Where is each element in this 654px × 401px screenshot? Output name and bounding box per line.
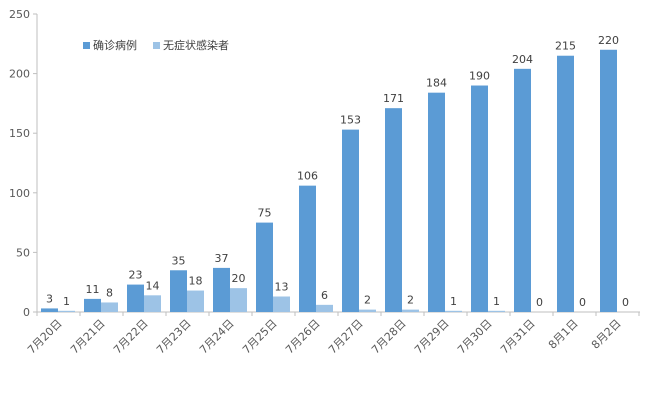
bar-confirmed xyxy=(127,284,144,312)
legend-label-asymptomatic: 无症状感染者 xyxy=(163,38,229,52)
x-tick-label: 7月20日 xyxy=(25,317,65,357)
x-tick-label: 7月27日 xyxy=(326,317,366,357)
bar-confirmed xyxy=(471,85,488,313)
bar-confirmed xyxy=(385,108,402,312)
bar-asymptomatic xyxy=(445,310,462,312)
data-label-confirmed: 23 xyxy=(129,269,143,282)
x-tick-label: 7月24日 xyxy=(197,317,237,357)
data-label-confirmed: 11 xyxy=(86,283,100,296)
x-tick-label: 8月2日 xyxy=(589,317,624,352)
x-tick-label: 7月23日 xyxy=(154,317,194,357)
bar-asymptomatic xyxy=(359,309,376,312)
data-label-asymptomatic: 2 xyxy=(364,294,371,307)
bar-confirmed xyxy=(342,129,359,312)
bar-asymptomatic xyxy=(101,302,118,312)
data-label-asymptomatic: 13 xyxy=(275,281,289,294)
legend: 确诊病例 无症状感染者 xyxy=(83,38,229,52)
x-tick-label: 7月26日 xyxy=(283,317,323,357)
bar-confirmed xyxy=(557,55,574,312)
y-tick-label: 50 xyxy=(16,246,30,259)
data-label-confirmed: 190 xyxy=(469,70,490,83)
x-tick-label: 7月25日 xyxy=(240,317,280,357)
y-tick-label: 200 xyxy=(9,68,30,81)
x-tick-label: 7月22日 xyxy=(111,317,151,357)
data-label-asymptomatic: 1 xyxy=(493,295,500,308)
data-label-asymptomatic: 8 xyxy=(106,286,113,299)
bar-asymptomatic xyxy=(402,309,419,312)
data-label-confirmed: 153 xyxy=(340,114,361,127)
data-label-asymptomatic: 18 xyxy=(189,275,203,288)
data-label-asymptomatic: 14 xyxy=(146,279,160,292)
bar-confirmed xyxy=(84,298,101,312)
bar-confirmed xyxy=(428,92,445,312)
bar-confirmed xyxy=(170,270,187,312)
y-tick-label: 0 xyxy=(23,306,30,319)
data-label-confirmed: 37 xyxy=(215,252,229,265)
bar-asymptomatic xyxy=(144,295,161,312)
data-label-asymptomatic: 1 xyxy=(450,295,457,308)
bar-confirmed xyxy=(213,267,230,312)
bar-asymptomatic xyxy=(187,290,204,312)
data-label-asymptomatic: 20 xyxy=(232,272,246,285)
bar-asymptomatic xyxy=(273,296,290,312)
data-label-asymptomatic: 2 xyxy=(407,294,414,307)
data-label-confirmed: 220 xyxy=(598,34,619,47)
data-label-asymptomatic: 0 xyxy=(622,296,629,309)
x-tick-label: 7月21日 xyxy=(68,317,108,357)
data-label-confirmed: 184 xyxy=(426,77,447,90)
data-label-asymptomatic: 6 xyxy=(321,289,328,302)
y-tick-label: 250 xyxy=(9,8,30,21)
bar-asymptomatic xyxy=(488,310,505,312)
bar-confirmed xyxy=(514,68,531,312)
bar-confirmed xyxy=(600,49,617,312)
data-label-confirmed: 106 xyxy=(297,170,318,183)
legend-swatch-confirmed xyxy=(83,42,90,49)
y-tick-label: 150 xyxy=(9,127,30,140)
x-tick-label: 8月1日 xyxy=(546,317,581,352)
x-tick-label: 7月29日 xyxy=(412,317,452,357)
x-tick-label: 7月30日 xyxy=(455,317,495,357)
bars xyxy=(41,49,617,313)
data-label-confirmed: 3 xyxy=(46,292,53,305)
data-label-confirmed: 75 xyxy=(258,207,272,220)
data-label-confirmed: 204 xyxy=(512,53,533,66)
bar-confirmed xyxy=(256,222,273,312)
data-label-asymptomatic: 1 xyxy=(63,295,70,308)
bar-confirmed xyxy=(41,308,58,312)
x-tick-label: 7月31日 xyxy=(498,317,538,357)
data-label-confirmed: 35 xyxy=(172,254,186,267)
data-label-asymptomatic: 0 xyxy=(579,296,586,309)
legend-label-confirmed: 确诊病例 xyxy=(93,38,137,52)
legend-swatch-asymptomatic xyxy=(153,42,160,49)
bar-asymptomatic xyxy=(230,288,247,312)
x-tick-label: 7月28日 xyxy=(369,317,409,357)
bar-asymptomatic xyxy=(58,310,75,312)
data-label-confirmed: 215 xyxy=(555,40,576,53)
data-label-confirmed: 171 xyxy=(383,92,404,105)
y-tick-label: 100 xyxy=(9,187,30,200)
data-label-asymptomatic: 0 xyxy=(536,296,543,309)
bar-asymptomatic xyxy=(316,304,333,312)
bar-confirmed xyxy=(299,185,316,312)
